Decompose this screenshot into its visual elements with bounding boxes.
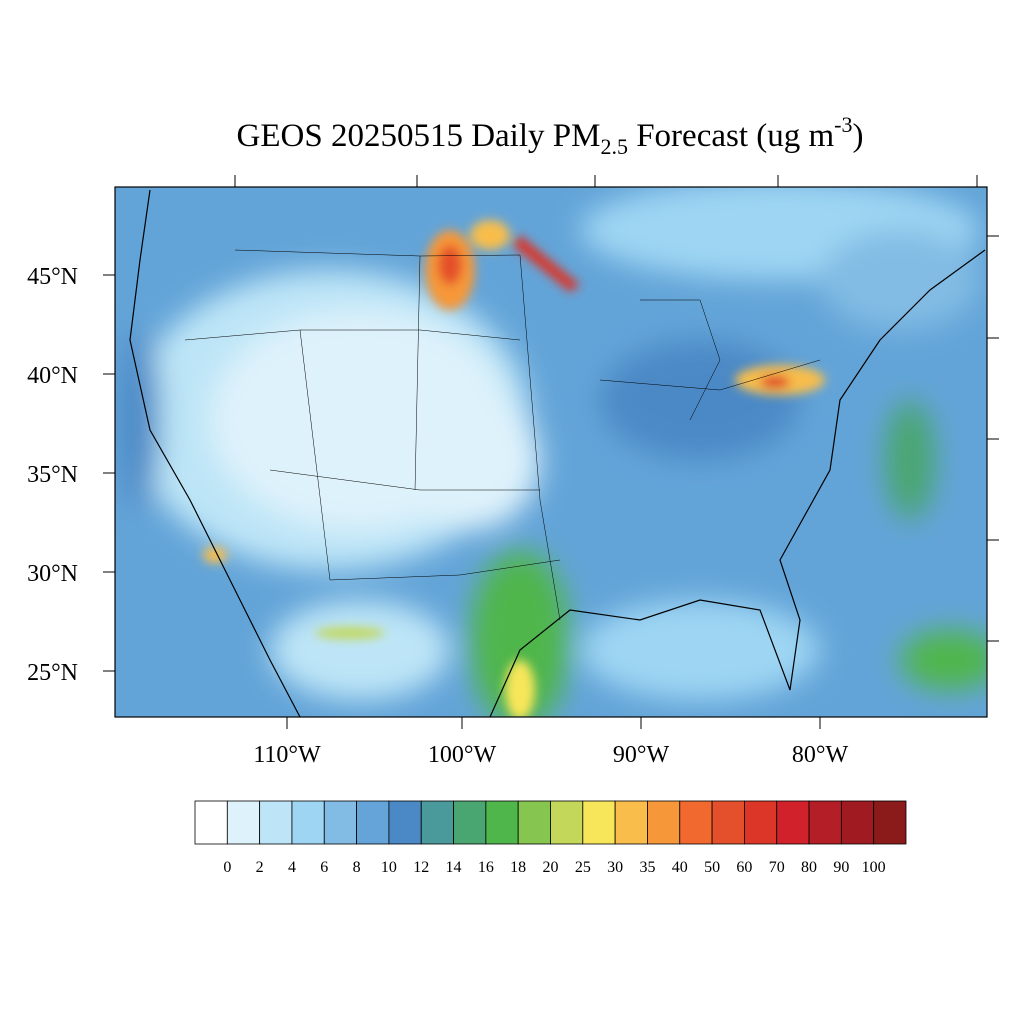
lon-label: 110°W: [253, 742, 321, 768]
colorbar-box: [744, 800, 778, 845]
colorbar-label: 12: [413, 859, 429, 876]
title: GEOS 20250515 Daily PM2.5 Forecast (ug m…: [237, 112, 864, 159]
colorbar-box: [226, 800, 261, 845]
colorbar-box: [485, 800, 519, 845]
colorbar-box: [647, 800, 681, 845]
colorbar-label: 0: [223, 859, 231, 876]
colorbar-box: [614, 800, 648, 845]
colorbar-label: 80: [801, 859, 817, 876]
colorbar-box: [356, 800, 390, 845]
axes: 45°N 40°N 35°N 30°N 25°N 110°W 100°W 90°W 80°W: [27, 175, 999, 768]
colorbar-label: 18: [510, 859, 526, 876]
colorbar-label: 6: [320, 859, 328, 876]
colorbar-label: 16: [478, 859, 494, 876]
title-main: GEOS 20250515 Daily PM: [237, 118, 601, 154]
lat-label: 30°N: [27, 561, 78, 587]
colorbar-label: 10: [381, 859, 397, 876]
title-mid: Forecast (ug m: [628, 118, 835, 154]
colorbar-label: 2: [256, 859, 264, 876]
colorbar-label: 20: [543, 859, 559, 876]
colorbar-label: 40: [672, 859, 688, 876]
colorbar-label: 60: [736, 859, 752, 876]
colorbar-label: 70: [769, 859, 785, 876]
colorbar-box: [259, 800, 293, 845]
lat-label: 35°N: [27, 462, 78, 488]
colorbar-box: [808, 800, 842, 845]
colorbar-label: 4: [288, 859, 296, 876]
colorbar-label: 25: [575, 859, 591, 876]
colorbar-label: 100: [862, 859, 886, 876]
colorbar-label: 14: [446, 859, 462, 876]
title-end: ): [852, 118, 863, 154]
lat-label: 45°N: [27, 264, 78, 290]
colorbar-label: 8: [353, 859, 361, 876]
lon-label: 80°W: [792, 742, 849, 768]
colorbar-box: [194, 800, 228, 845]
colorbar-box: [453, 800, 487, 845]
colorbar-box: [291, 800, 325, 845]
map-field: [115, 187, 987, 717]
title-sup: -3: [834, 112, 852, 137]
colorbar-box: [323, 800, 357, 845]
title-sub: 2.5: [600, 134, 628, 159]
lon-label: 100°W: [428, 742, 497, 768]
lon-label: 90°W: [613, 742, 670, 768]
colorbar-box: [582, 800, 616, 845]
colorbar-box: [711, 800, 745, 845]
lat-label: 25°N: [27, 660, 78, 686]
colorbar-box: [873, 800, 907, 845]
colorbar-box: [550, 800, 584, 845]
colorbar-box: [840, 800, 875, 845]
colorbar-label: 35: [639, 859, 655, 876]
colorbar: 0 2 4 6 8 10 12 14 16 18 20 25 30 35 40 50 60 70 80 90 100: [194, 800, 907, 876]
map-frame: [114, 186, 988, 718]
colorbar-label: 50: [704, 859, 720, 876]
colorbar-label: 90: [833, 859, 849, 876]
colorbar-box: [517, 800, 551, 845]
colorbar-label: 30: [607, 859, 623, 876]
lat-label: 40°N: [27, 363, 78, 389]
colorbar-box: [776, 800, 810, 845]
colorbar-box: [420, 800, 454, 845]
colorbar-box: [388, 800, 422, 845]
colorbar-box: [679, 800, 713, 845]
